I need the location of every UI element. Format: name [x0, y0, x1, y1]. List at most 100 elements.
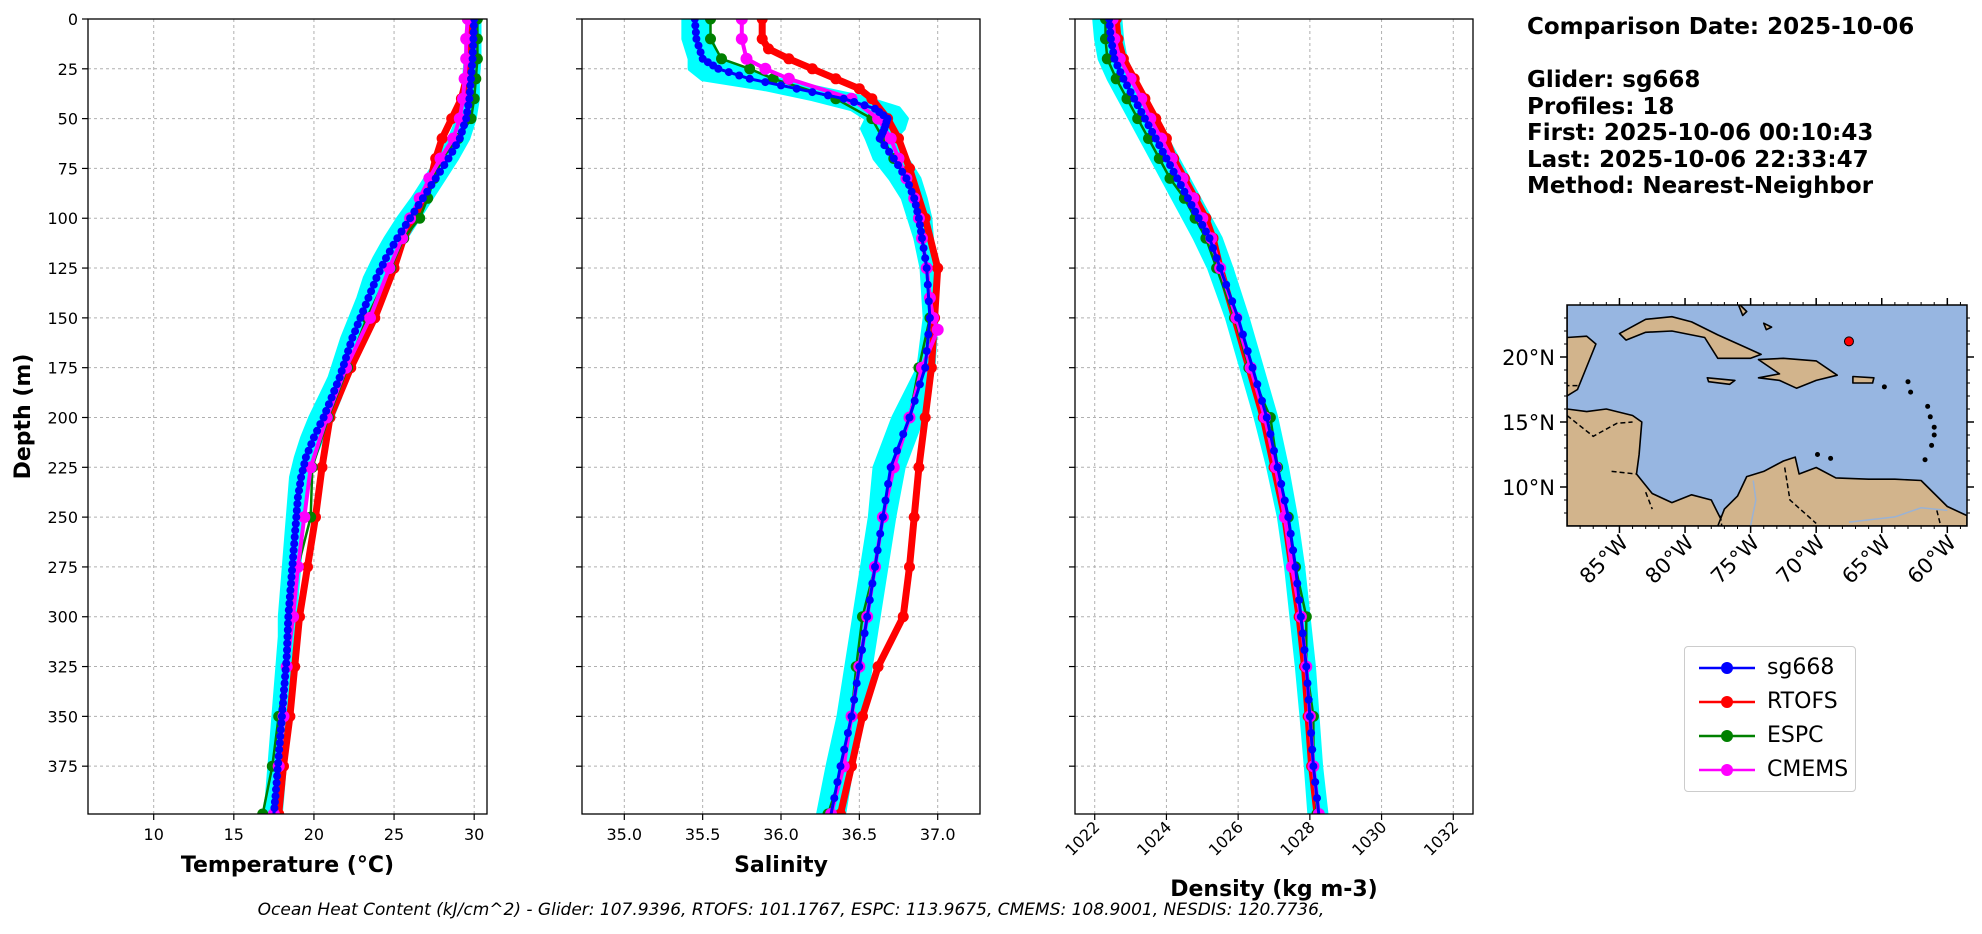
series-point-sg668 [886, 463, 895, 472]
ohc-footer: Ocean Heat Content (kJ/cm^2) - Glider: 1… [257, 900, 1325, 920]
legend-label-cmems: CMEMS [1767, 757, 1849, 782]
legend-swatch-espc [1699, 730, 1755, 742]
series-point-rtofs [904, 561, 915, 573]
series-point-sg668 [301, 453, 310, 462]
series-point-sg668 [1173, 174, 1182, 183]
land-polygon [1716, 305, 1719, 306]
series-point-sg668 [274, 752, 283, 761]
series-point-rtofs [783, 53, 795, 65]
axes-frame [1074, 18, 1474, 815]
comparison-date: Comparison Date: 2025-10-06 [1527, 14, 1915, 40]
series-point-sg668 [307, 440, 316, 449]
x-axis-label: Density (kg m-3) [1170, 877, 1378, 902]
series-point-sg668 [1212, 254, 1221, 263]
series-point-sg668 [284, 606, 293, 615]
series-point-sg668 [372, 274, 381, 282]
series-point-sg668 [281, 665, 290, 674]
land-polygon [1757, 357, 1838, 390]
y-tick-label: 175 [47, 359, 78, 378]
y-tick-label: 375 [47, 757, 78, 776]
series-point-sg668 [1113, 61, 1122, 70]
series-point-sg668 [414, 201, 423, 209]
series-point-cmems [457, 92, 469, 105]
series-point-espc [705, 19, 716, 25]
series-point-sg668 [348, 333, 357, 342]
series-point-sg668 [1308, 745, 1317, 754]
series-point-espc [716, 53, 727, 65]
series-point-sg668 [923, 280, 932, 289]
series-point-sg668 [389, 240, 398, 249]
series-line-espc [1104, 19, 1319, 814]
series-point-sg668 [1126, 88, 1135, 97]
series-point-sg668 [440, 161, 449, 170]
series-point-sg668 [1110, 54, 1119, 63]
map-frame [1566, 304, 1968, 527]
y-tick-label: 275 [47, 558, 78, 577]
series-point-sg668 [293, 493, 302, 502]
land-polygon [1762, 322, 1773, 331]
series-point-rtofs [302, 561, 313, 573]
series-point-sg668 [1108, 41, 1117, 50]
series-point-sg668 [287, 579, 295, 588]
y-tick-label: 200 [47, 408, 78, 427]
y-tick-label: 100 [47, 209, 78, 228]
series-point-sg668 [1205, 234, 1214, 243]
series-point-sg668 [902, 174, 911, 183]
country-border [1783, 467, 1817, 524]
series-point-sg668 [288, 559, 297, 568]
series-point-rtofs [436, 133, 448, 144]
series-point-sg668 [1234, 313, 1243, 322]
series-point-sg668 [292, 513, 301, 522]
series-point-sg668 [1116, 68, 1125, 77]
series-point-sg668 [850, 98, 859, 106]
series-point-sg668 [281, 672, 290, 681]
series-point-espc [1110, 73, 1122, 85]
series-point-sg668 [1280, 496, 1289, 505]
series-point-sg668 [836, 762, 845, 771]
series-point-sg668 [462, 114, 471, 123]
map-lon-label: 60°W [1903, 530, 1961, 588]
y-tick-label: 325 [47, 658, 78, 677]
series-point-sg668 [297, 473, 306, 482]
series-point-sg668 [881, 496, 890, 505]
x-tick-label: 1024 [1133, 817, 1175, 859]
series-point-sg668 [1295, 596, 1304, 605]
series-point-sg668 [694, 41, 703, 50]
series-point-sg668 [273, 765, 282, 774]
series-point-sg668 [469, 41, 478, 50]
series-point-sg668 [465, 94, 474, 103]
series-point-espc [705, 33, 716, 45]
country-border [1644, 491, 1653, 510]
series-point-sg668 [339, 360, 348, 369]
series-point-sg668 [319, 413, 328, 422]
plot-area [1092, 19, 1329, 814]
series-point-sg668 [858, 646, 866, 654]
series-point-cmems [735, 19, 748, 25]
x-tick-label: 20 [304, 825, 324, 844]
x-tick-label: 37.0 [920, 825, 956, 844]
series-point-sg668 [885, 147, 894, 156]
series-point-sg668 [276, 725, 285, 734]
series-point-sg668 [316, 420, 325, 429]
country-border [1611, 470, 1637, 475]
island-mark [1931, 424, 1937, 430]
series-point-sg668 [282, 652, 291, 661]
series-point-sg668 [337, 367, 346, 375]
series-point-sg668 [911, 201, 920, 209]
land-layer [1567, 305, 1967, 526]
series-point-sg668 [875, 134, 884, 143]
x-tick-label: 1022 [1061, 817, 1103, 859]
y-tick-label: 225 [47, 458, 78, 477]
map-lon-label: 85°W [1575, 530, 1633, 588]
x-axis-label: Salinity [734, 853, 828, 878]
map-lon-label: 65°W [1837, 530, 1895, 588]
series-point-sg668 [335, 373, 344, 382]
series-point-sg668 [1198, 220, 1207, 229]
series-point-cmems [298, 511, 311, 524]
profile-panel-3: 1022 1024 1026 1028 1030 1032 Density (kg m-3) [1061, 18, 1474, 902]
series-point-sg668 [761, 78, 770, 87]
series-point-sg668 [840, 745, 849, 754]
series-point-sg668 [905, 413, 914, 422]
series-point-sg668 [273, 772, 282, 781]
series-point-sg668 [324, 400, 333, 409]
